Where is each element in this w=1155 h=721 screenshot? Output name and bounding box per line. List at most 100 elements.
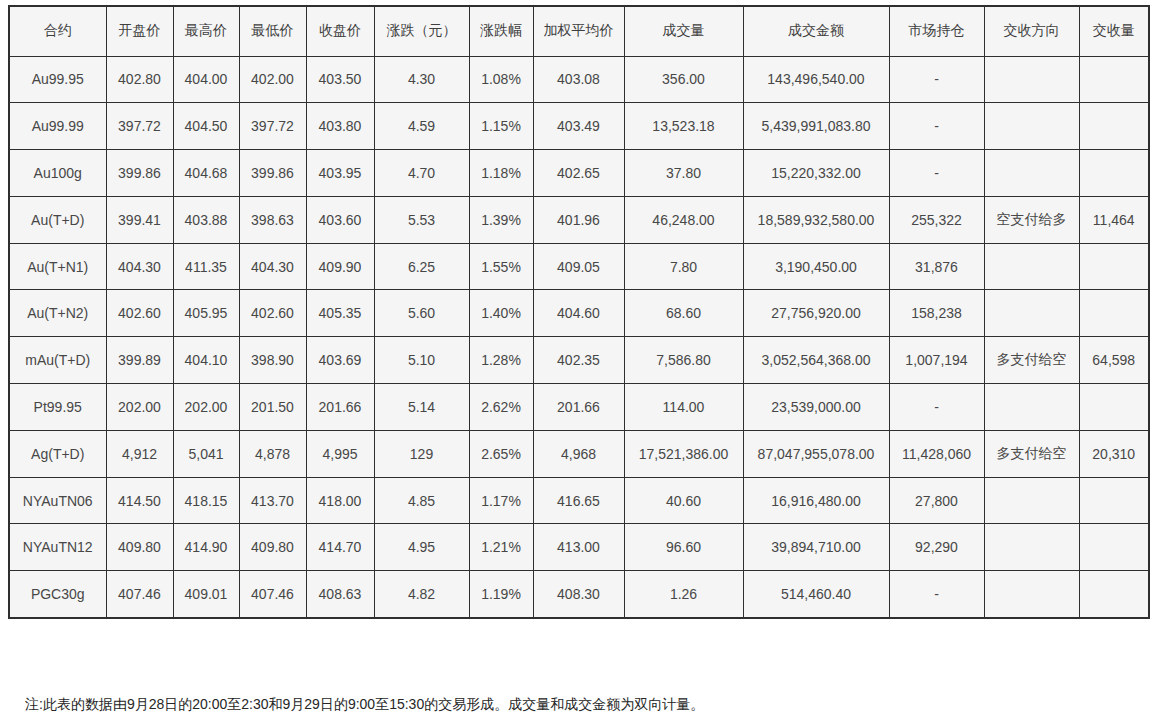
table-header: 合约开盘价最高价最低价收盘价涨跌（元）涨跌幅加权平均价成交量成交金额市场持仓交收… <box>9 6 1149 56</box>
cell-open: 202.00 <box>106 384 173 431</box>
cell-delivery_direction: 空支付给多 <box>984 196 1079 243</box>
cell-change_pct: 1.17% <box>469 477 533 524</box>
cell-open_interest: - <box>889 384 984 431</box>
cell-delivery_volume <box>1079 243 1149 290</box>
cell-vwap: 413.00 <box>533 524 624 571</box>
cell-high: 202.00 <box>173 384 239 431</box>
cell-high: 404.10 <box>173 337 239 384</box>
cell-change: 5.60 <box>374 290 469 337</box>
table-row: PGC30g407.46409.01407.46408.634.821.19%4… <box>9 571 1149 618</box>
cell-low: 404.30 <box>239 243 306 290</box>
cell-low: 397.72 <box>239 103 306 150</box>
cell-open_interest: 158,238 <box>889 290 984 337</box>
header-open_interest: 市场持仓 <box>889 6 984 56</box>
cell-change: 4.70 <box>374 150 469 197</box>
cell-vwap: 408.30 <box>533 571 624 618</box>
cell-close: 409.90 <box>306 243 374 290</box>
cell-open: 402.60 <box>106 290 173 337</box>
cell-delivery_volume <box>1079 571 1149 618</box>
cell-delivery_volume <box>1079 524 1149 571</box>
cell-volume: 46,248.00 <box>624 196 743 243</box>
table-row: Au(T+D)399.41403.88398.63403.605.531.39%… <box>9 196 1149 243</box>
cell-contract: Au99.99 <box>9 103 106 150</box>
cell-open_interest: - <box>889 150 984 197</box>
header-volume: 成交量 <box>624 6 743 56</box>
cell-low: 413.70 <box>239 477 306 524</box>
cell-delivery_direction <box>984 477 1079 524</box>
table-row: Ag(T+D)4,9125,0414,8784,9951292.65%4,968… <box>9 430 1149 477</box>
cell-delivery_volume <box>1079 290 1149 337</box>
cell-low: 409.80 <box>239 524 306 571</box>
cell-turnover: 15,220,332.00 <box>743 150 889 197</box>
header-contract: 合约 <box>9 6 106 56</box>
cell-volume: 68.60 <box>624 290 743 337</box>
cell-open_interest: 1,007,194 <box>889 337 984 384</box>
cell-open: 399.89 <box>106 337 173 384</box>
table-row: Pt99.95202.00202.00201.50201.665.142.62%… <box>9 384 1149 431</box>
table-row: Au99.99397.72404.50397.72403.804.591.15%… <box>9 103 1149 150</box>
cell-low: 399.86 <box>239 150 306 197</box>
header-change_pct: 涨跌幅 <box>469 6 533 56</box>
cell-low: 402.60 <box>239 290 306 337</box>
cell-delivery_volume <box>1079 150 1149 197</box>
table-row: NYAuTN12409.80414.90409.80414.704.951.21… <box>9 524 1149 571</box>
cell-change_pct: 1.19% <box>469 571 533 618</box>
cell-turnover: 3,190,450.00 <box>743 243 889 290</box>
cell-change: 4.82 <box>374 571 469 618</box>
cell-delivery_direction <box>984 243 1079 290</box>
cell-change: 129 <box>374 430 469 477</box>
table-row: Au100g399.86404.68399.86403.954.701.18%4… <box>9 150 1149 197</box>
header-high: 最高价 <box>173 6 239 56</box>
cell-volume: 13,523.18 <box>624 103 743 150</box>
table-row: mAu(T+D)399.89404.10398.90403.695.101.28… <box>9 337 1149 384</box>
cell-change: 4.95 <box>374 524 469 571</box>
header-vwap: 加权平均价 <box>533 6 624 56</box>
cell-contract: Au99.95 <box>9 56 106 103</box>
cell-low: 398.63 <box>239 196 306 243</box>
cell-close: 403.69 <box>306 337 374 384</box>
header-row: 合约开盘价最高价最低价收盘价涨跌（元）涨跌幅加权平均价成交量成交金额市场持仓交收… <box>9 6 1149 56</box>
cell-delivery_volume <box>1079 56 1149 103</box>
cell-volume: 40.60 <box>624 477 743 524</box>
cell-close: 403.60 <box>306 196 374 243</box>
cell-volume: 17,521,386.00 <box>624 430 743 477</box>
cell-open_interest: - <box>889 571 984 618</box>
cell-vwap: 416.65 <box>533 477 624 524</box>
cell-volume: 7.80 <box>624 243 743 290</box>
cell-delivery_volume: 11,464 <box>1079 196 1149 243</box>
cell-delivery_direction: 多支付给空 <box>984 430 1079 477</box>
cell-volume: 37.80 <box>624 150 743 197</box>
table-row: NYAuTN06414.50418.15413.70418.004.851.17… <box>9 477 1149 524</box>
cell-change_pct: 1.21% <box>469 524 533 571</box>
cell-contract: Au(T+D) <box>9 196 106 243</box>
cell-open_interest: 31,876 <box>889 243 984 290</box>
cell-high: 405.95 <box>173 290 239 337</box>
cell-open_interest: - <box>889 56 984 103</box>
header-turnover: 成交金额 <box>743 6 889 56</box>
cell-turnover: 16,916,480.00 <box>743 477 889 524</box>
cell-close: 403.80 <box>306 103 374 150</box>
cell-turnover: 3,052,564,368.00 <box>743 337 889 384</box>
cell-contract: NYAuTN12 <box>9 524 106 571</box>
cell-volume: 1.26 <box>624 571 743 618</box>
cell-volume: 356.00 <box>624 56 743 103</box>
cell-high: 5,041 <box>173 430 239 477</box>
cell-close: 414.70 <box>306 524 374 571</box>
cell-vwap: 4,968 <box>533 430 624 477</box>
cell-open: 402.80 <box>106 56 173 103</box>
cell-open_interest: 255,322 <box>889 196 984 243</box>
cell-contract: Au100g <box>9 150 106 197</box>
header-delivery_volume: 交收量 <box>1079 6 1149 56</box>
market-quotes-table: 合约开盘价最高价最低价收盘价涨跌（元）涨跌幅加权平均价成交量成交金额市场持仓交收… <box>8 5 1150 619</box>
cell-turnover: 27,756,920.00 <box>743 290 889 337</box>
header-delivery_direction: 交收方向 <box>984 6 1079 56</box>
cell-contract: Au(T+N2) <box>9 290 106 337</box>
cell-delivery_direction <box>984 103 1079 150</box>
cell-delivery_volume <box>1079 103 1149 150</box>
table-body: Au99.95402.80404.00402.00403.504.301.08%… <box>9 56 1149 618</box>
cell-high: 404.50 <box>173 103 239 150</box>
cell-open_interest: 92,290 <box>889 524 984 571</box>
cell-close: 4,995 <box>306 430 374 477</box>
cell-vwap: 403.08 <box>533 56 624 103</box>
cell-contract: Pt99.95 <box>9 384 106 431</box>
